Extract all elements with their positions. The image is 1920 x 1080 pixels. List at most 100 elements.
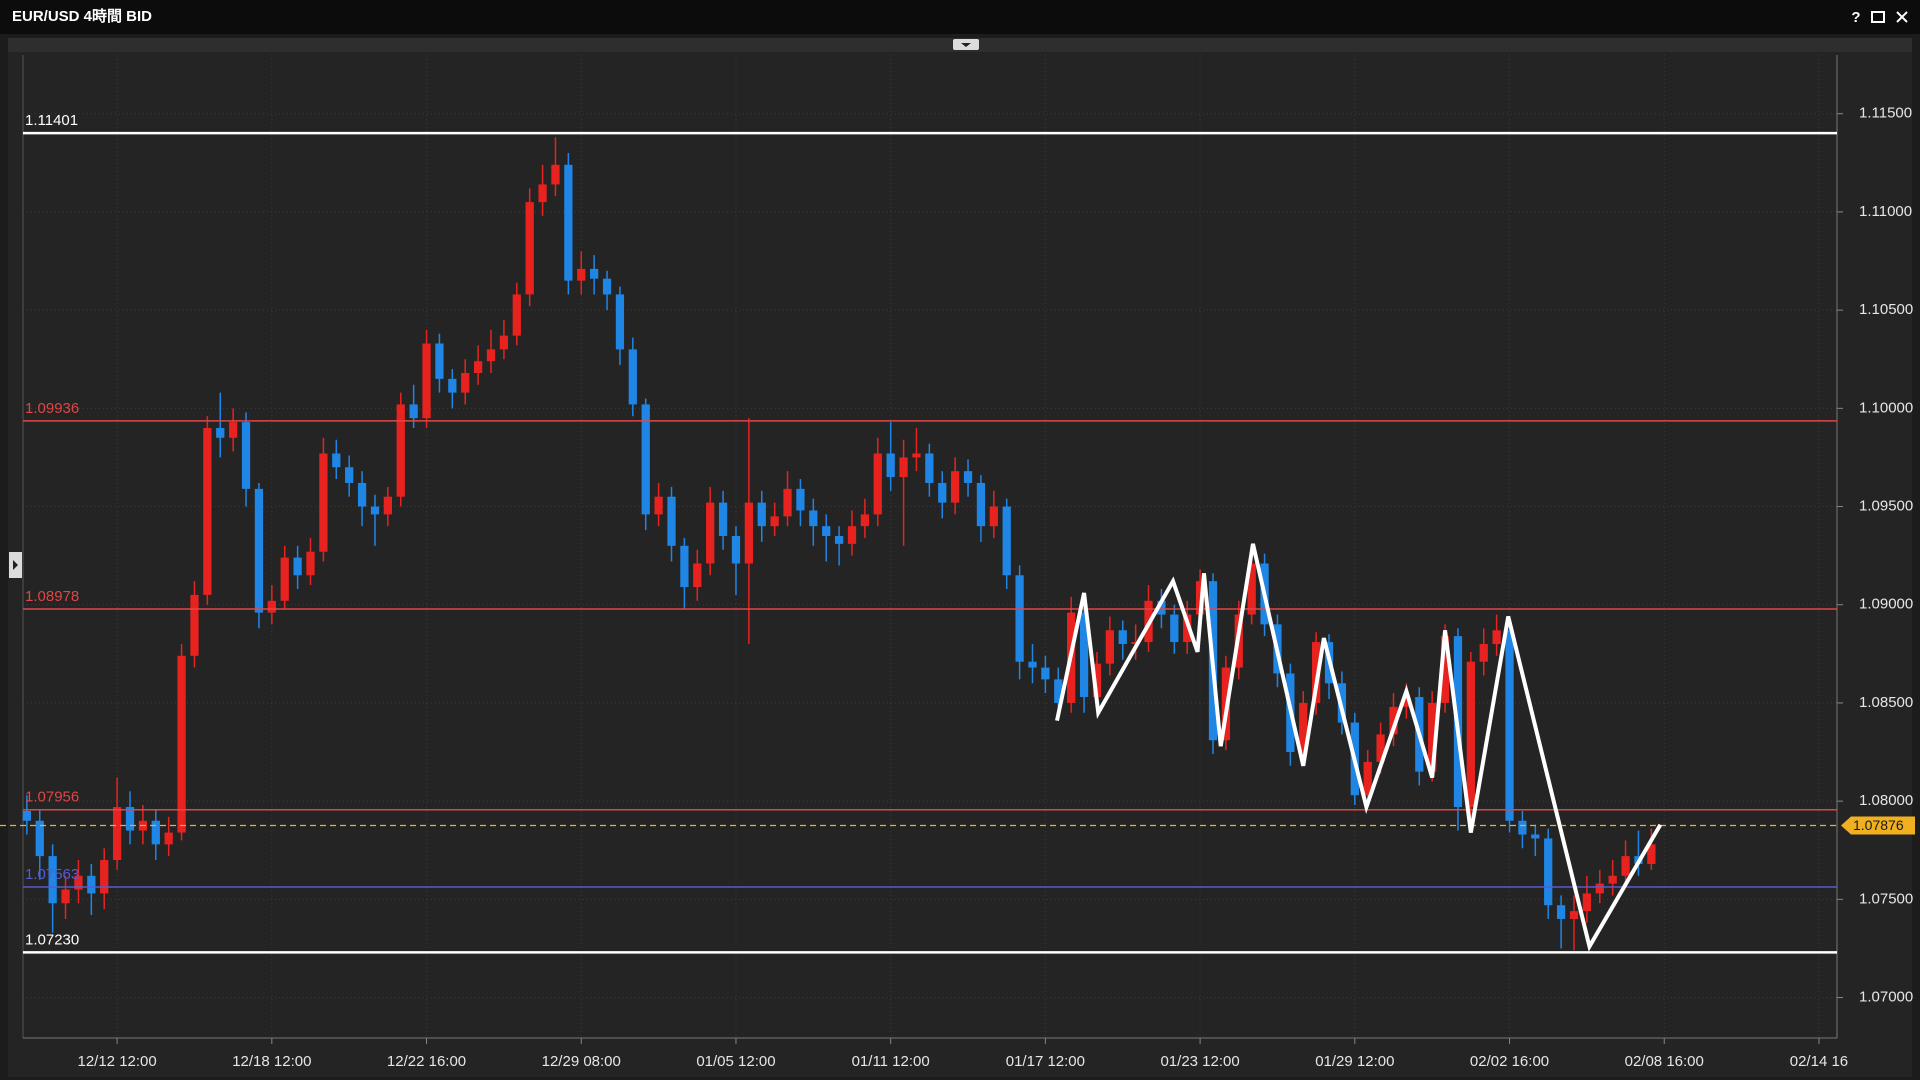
candle-body — [1466, 661, 1475, 808]
x-tick-label: 01/23 12:00 — [1160, 1053, 1239, 1070]
candle-body — [1582, 893, 1592, 912]
y-tick-label: 1.10000 — [1859, 399, 1913, 416]
candle-body — [241, 422, 251, 489]
candle-body — [22, 810, 31, 821]
candle-body — [1002, 506, 1011, 576]
candle-body — [61, 889, 70, 904]
candle-body — [1183, 614, 1192, 643]
candle-body — [1247, 563, 1256, 615]
candle-body — [783, 488, 792, 517]
current-price-label: 1.07876 — [1853, 817, 1904, 833]
side-arrow — [13, 560, 18, 570]
candle-body — [357, 482, 367, 507]
candle-body — [1092, 663, 1102, 698]
help-button[interactable]: ? — [1851, 9, 1860, 26]
candle-body — [1518, 820, 1527, 835]
candle-body — [886, 453, 895, 478]
x-tick-label: 02/14 16 — [1790, 1053, 1848, 1070]
x-tick-label: 01/17 12:00 — [1006, 1053, 1085, 1070]
candle-body — [473, 361, 483, 373]
y-tick-label: 1.07000 — [1859, 989, 1913, 1006]
candle-body — [229, 422, 238, 438]
candle-body — [254, 488, 264, 613]
candle-body — [796, 488, 805, 511]
candle-body — [319, 453, 328, 552]
y-tick-label: 1.07500 — [1859, 890, 1913, 907]
candle-body — [899, 457, 908, 478]
x-tick-label: 12/12 12:00 — [77, 1053, 156, 1070]
candle-body — [48, 856, 57, 904]
candle-body — [1647, 844, 1656, 864]
candle-body — [216, 427, 225, 438]
candle-body — [164, 832, 173, 845]
y-tick-label: 1.11000 — [1859, 203, 1912, 220]
candle-body — [1569, 911, 1579, 919]
current-price-tag — [1841, 816, 1915, 835]
candle-body — [35, 820, 44, 857]
candle-body — [74, 875, 83, 890]
candle-body — [822, 526, 831, 536]
candle-body — [1428, 702, 1437, 772]
candle-body — [1492, 630, 1501, 645]
maximize-button[interactable] — [1871, 11, 1885, 23]
candle-body — [1299, 702, 1308, 753]
candle-body — [847, 526, 857, 544]
candle-body — [757, 502, 766, 527]
candle-body — [422, 343, 431, 419]
candle-body — [602, 278, 612, 295]
x-tick-label: 12/29 08:00 — [542, 1053, 621, 1070]
candle-body — [1041, 667, 1050, 680]
chart-title: EUR/USD 4時間 BID — [12, 7, 152, 25]
candle-body — [976, 482, 986, 527]
candle-body — [1595, 883, 1604, 894]
candle-body — [1556, 905, 1566, 919]
x-tick-label: 01/29 12:00 — [1315, 1053, 1394, 1070]
candle-body — [963, 471, 973, 483]
x-tick-label: 12/22 16:00 — [387, 1053, 466, 1070]
candle-body — [396, 404, 405, 497]
candle-body — [112, 807, 122, 861]
candle-body — [615, 294, 625, 350]
y-tick-label: 1.09500 — [1859, 498, 1913, 515]
candle-body — [834, 535, 844, 544]
y-tick-label: 1.10500 — [1859, 301, 1913, 318]
close-button[interactable] — [1896, 11, 1908, 23]
candle-body — [1608, 875, 1617, 884]
level-label: 1.07563 — [25, 866, 79, 883]
candle-body — [177, 655, 186, 833]
title-bar — [0, 0, 1920, 34]
candle-body — [667, 496, 676, 546]
y-tick-label: 1.09000 — [1859, 596, 1913, 613]
candle-body — [267, 600, 276, 613]
candle-body — [551, 164, 560, 185]
candle-body — [873, 453, 882, 515]
candle-body — [731, 535, 741, 564]
candle-body — [1312, 642, 1321, 703]
candle-body — [718, 502, 728, 536]
candle-body — [435, 343, 444, 379]
candle-body — [87, 875, 96, 894]
zigzag-line — [1055, 543, 1663, 952]
level-label: 1.11401 — [25, 112, 78, 129]
candle-body — [912, 453, 921, 458]
candle-body — [151, 820, 160, 845]
candle-body — [1170, 614, 1179, 643]
candle-body — [1505, 630, 1514, 821]
x-tick-label: 01/11 12:00 — [852, 1053, 930, 1070]
candle-body — [951, 471, 960, 503]
candle-body — [693, 563, 702, 588]
candle-body — [1054, 679, 1063, 703]
candle-body — [1079, 612, 1089, 698]
candle-body — [809, 510, 818, 527]
candle-body — [190, 594, 199, 656]
y-tick-label: 1.11500 — [1859, 105, 1912, 122]
candle-body — [641, 404, 650, 515]
candle-body — [306, 551, 315, 576]
candle-body — [680, 545, 689, 588]
candle-body — [770, 516, 779, 527]
candle-body — [1376, 734, 1385, 762]
candle-body — [1118, 630, 1127, 645]
candle-body — [938, 482, 947, 503]
level-label: 1.09936 — [25, 400, 79, 417]
